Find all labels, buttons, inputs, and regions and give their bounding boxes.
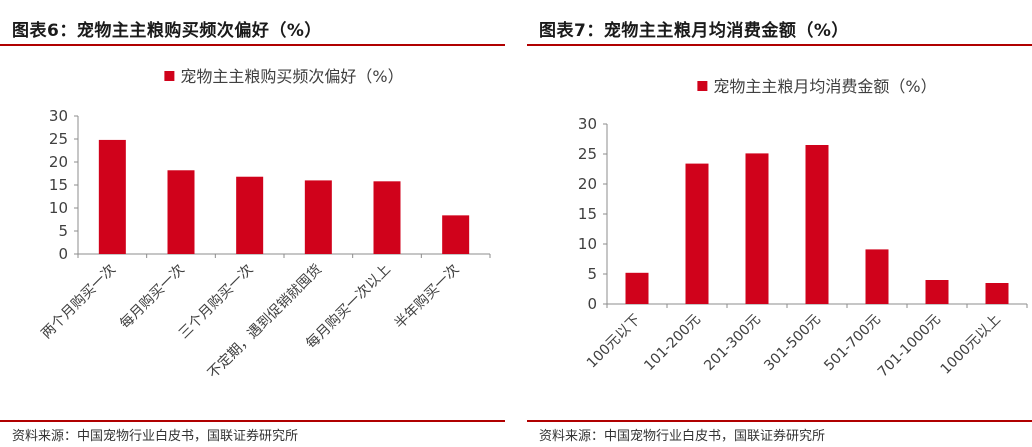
bar [304,180,332,254]
y-tick-label: 15 [49,176,68,194]
y-tick-label: 10 [578,235,597,253]
y-tick-label: 0 [587,295,597,313]
x-tick-label: 701-1000元 [875,312,944,381]
y-tick-label: 25 [49,130,68,148]
x-tick-label: 101-200元 [641,312,704,375]
bar [865,249,889,304]
bar [925,280,949,304]
chart-title-bar: 图表6：宠物主主粮购买频次偏好（%） [0,10,505,46]
legend: 宠物主主粮月均消费金额（%） [697,77,937,96]
y-tick-label: 30 [49,107,68,125]
x-tick-label: 301-500元 [761,312,824,375]
legend-label: 宠物主主粮购买频次偏好（%） [180,67,403,86]
chart-panel-spending: 图表7：宠物主主粮月均消费金额（%） 宠物主主粮月均消费金额（%） 0 5 10 15 2… [527,0,1032,445]
chart-title: 图表6：宠物主主粮购买频次偏好（%） [12,21,322,41]
y-tick-label: 5 [587,265,597,283]
y-tick-label: 20 [49,153,68,171]
chart-panel-frequency: 图表6：宠物主主粮购买频次偏好（%） 宠物主主粮购买频次偏好（%） 0 5 10 15 2… [0,0,505,445]
bar [805,145,829,304]
source-bar: 资料来源：中国宠物行业白皮书，国联证券研究所 [527,420,1032,447]
y-tick-label: 0 [58,245,68,263]
bar [985,283,1009,304]
legend-label: 宠物主主粮月均消费金额（%） [713,77,936,96]
bar [373,181,401,254]
x-tick-label: 501-700元 [821,312,884,375]
y-tick-label: 30 [578,115,597,133]
x-tick-label: 每月购买一次 [117,262,188,333]
source-bar: 资料来源：中国宠物行业白皮书，国联证券研究所 [0,420,505,447]
bar [442,215,470,254]
x-tick-label: 不定期，遇到促销就囤货 [204,261,325,382]
legend-swatch [164,71,175,81]
y-tick-label: 15 [578,205,597,223]
x-tick-label: 两个月购买一次 [39,262,120,343]
bar [167,170,195,254]
chart-title: 图表7：宠物主主粮月均消费金额（%） [539,21,849,41]
x-tick-label: 1000元以上 [938,312,1004,378]
y-tick-label: 25 [578,145,597,163]
source-note: 资料来源：中国宠物行业白皮书，国联证券研究所 [12,429,299,444]
frequency-bar-chart: 宠物主主粮购买频次偏好（%）051015202530两个月购买一次每月购买一次三… [39,67,491,382]
x-tick-label: 半年购买一次 [392,262,463,333]
bar [625,272,649,304]
y-tick-label: 20 [578,175,597,193]
x-tick-label: 100元以下 [584,312,644,372]
bar [236,176,264,254]
y-tick-label: 10 [49,199,68,217]
legend-swatch [697,81,708,91]
x-tick-label: 201-300元 [701,312,764,375]
y-tick-label: 5 [58,222,68,240]
bar [98,139,126,254]
spending-bar-chart: 宠物主主粮月均消费金额（%） 0 5 10 15 20 25 30 100元以下101-200元… [578,77,1028,381]
bar [745,153,769,304]
bar [685,163,709,304]
legend: 宠物主主粮购买频次偏好（%） [164,67,404,86]
source-note: 资料来源：中国宠物行业白皮书，国联证券研究所 [539,429,826,444]
chart-title-bar: 图表7：宠物主主粮月均消费金额（%） [527,10,1032,46]
